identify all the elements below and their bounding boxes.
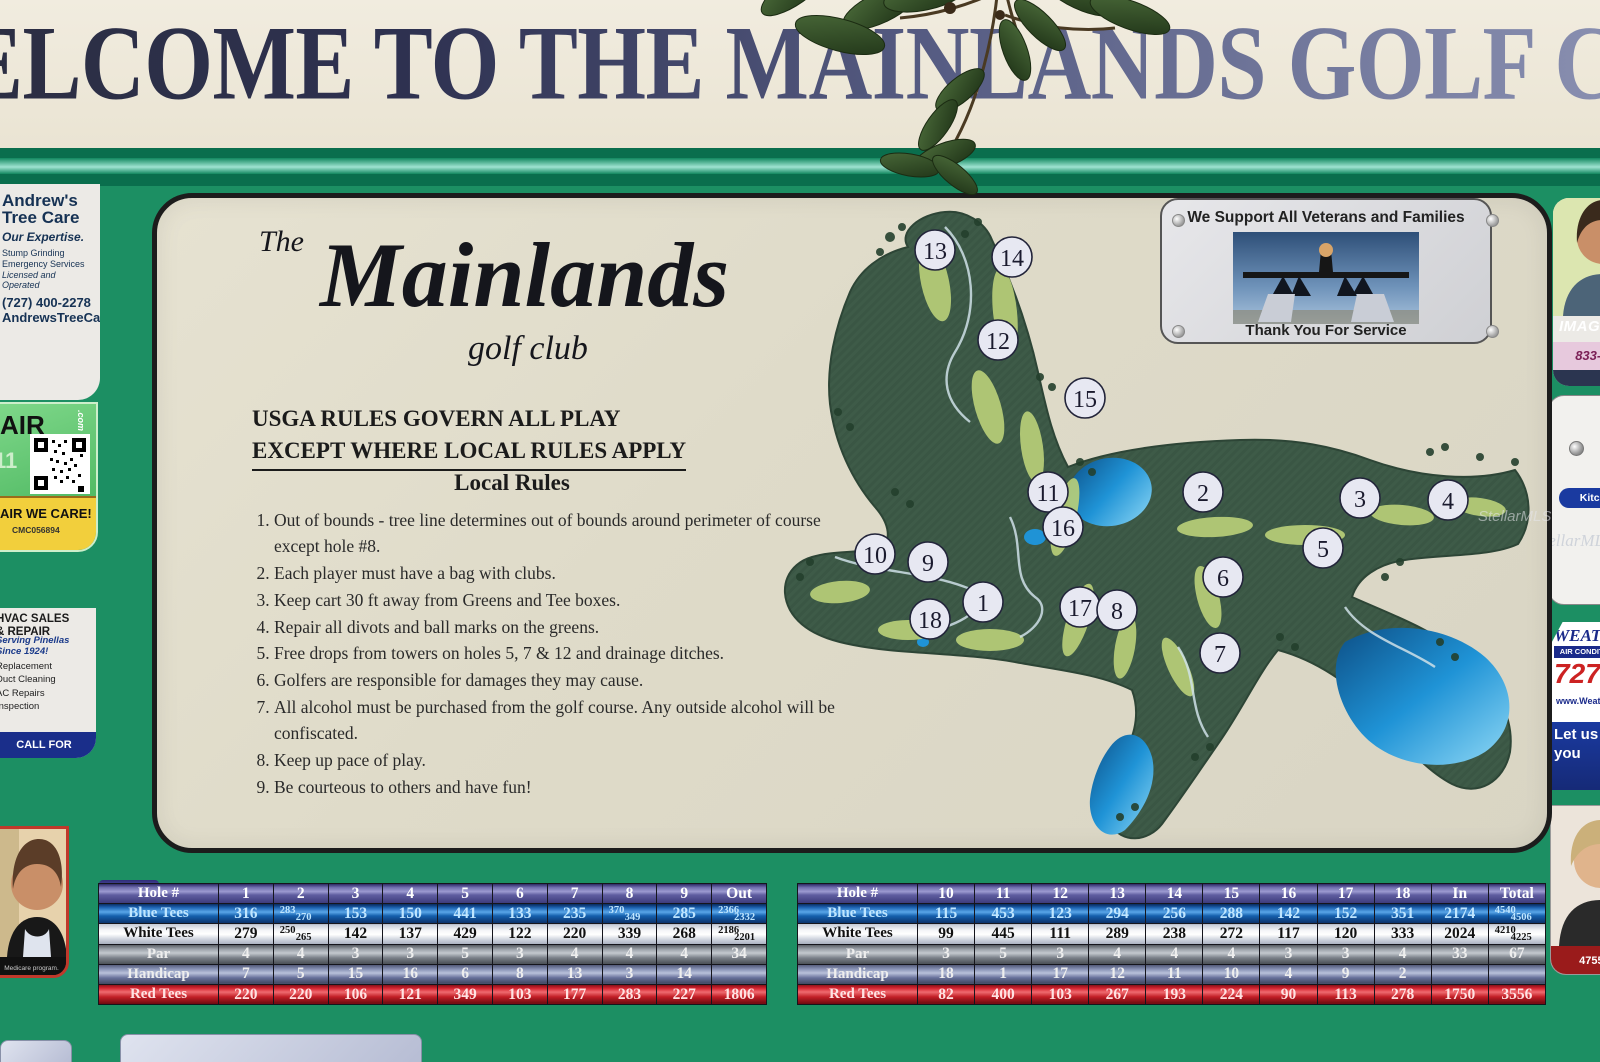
svg-text:6: 6 (1217, 566, 1229, 592)
svg-text:16: 16 (1051, 516, 1075, 542)
svg-text:11: 11 (1036, 481, 1059, 507)
svg-text:2: 2 (1197, 481, 1209, 507)
svg-text:17: 17 (1068, 596, 1092, 622)
svg-text:12: 12 (986, 329, 1010, 355)
svg-text:18: 18 (918, 608, 942, 634)
svg-text:13: 13 (923, 239, 947, 265)
svg-text:4: 4 (1442, 489, 1454, 515)
svg-text:15: 15 (1073, 387, 1097, 413)
svg-text:9: 9 (922, 551, 934, 577)
svg-text:8: 8 (1111, 599, 1123, 625)
svg-text:5: 5 (1317, 537, 1329, 563)
svg-text:3: 3 (1354, 487, 1366, 513)
svg-text:1: 1 (977, 591, 989, 617)
svg-text:10: 10 (863, 543, 887, 569)
svg-text:14: 14 (1000, 246, 1024, 272)
svg-text:7: 7 (1214, 642, 1226, 668)
